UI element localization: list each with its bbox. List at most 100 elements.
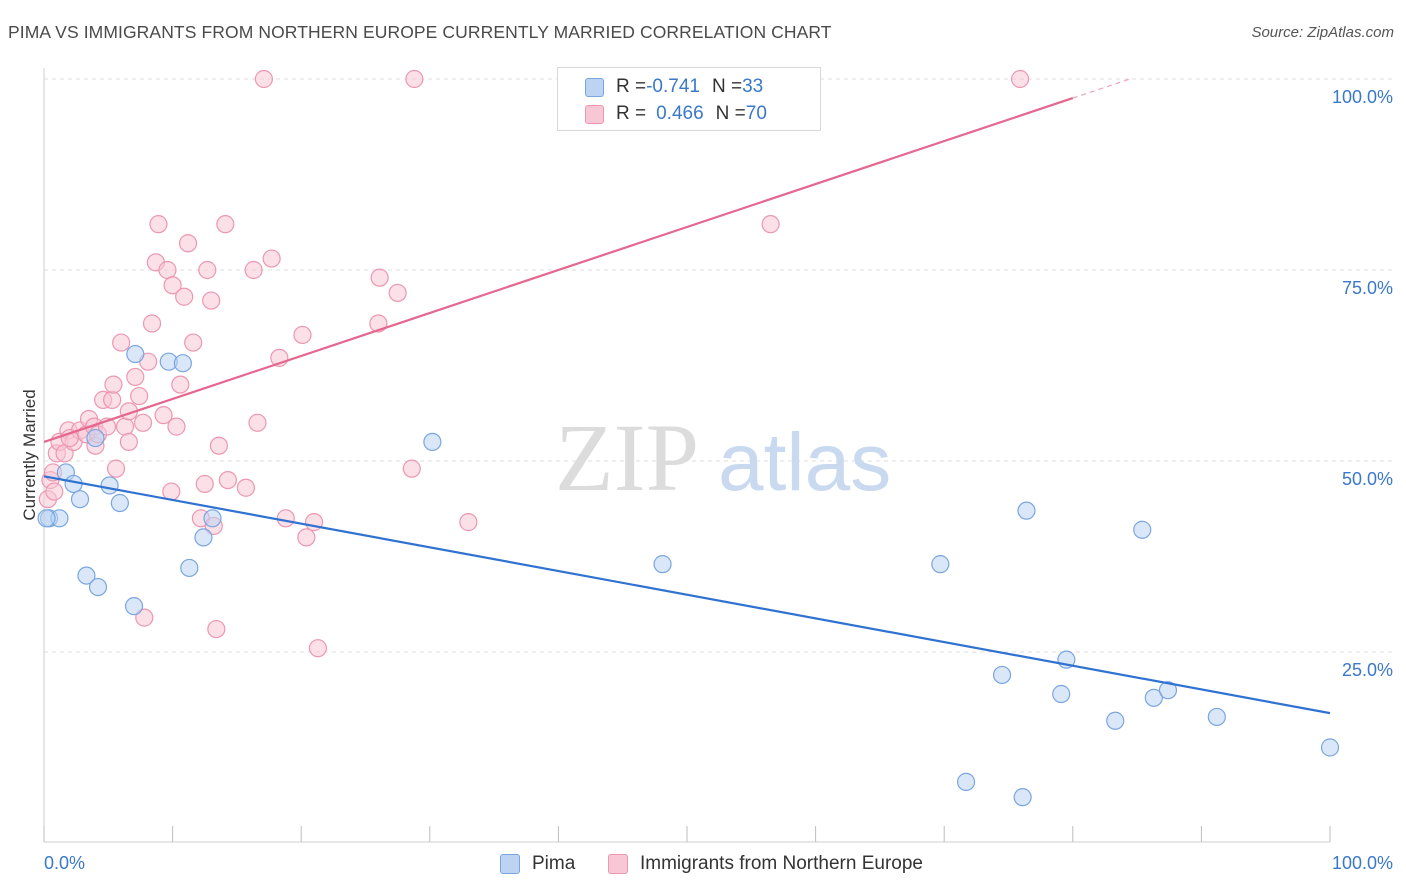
y-tick-label: 100.0% — [1332, 87, 1393, 107]
gridlines — [44, 78, 1392, 653]
legend-r-value: 0.466 — [656, 103, 704, 124]
immigrants-point — [293, 325, 312, 345]
immigrants-point — [130, 386, 149, 406]
immigrants-point — [149, 215, 168, 234]
axes — [43, 68, 1331, 843]
immigrants-point — [297, 528, 316, 547]
immigrants-point — [244, 260, 263, 280]
immigrants-point — [104, 375, 123, 394]
legend-n-value: 70 — [745, 103, 767, 124]
pima-swatch — [585, 77, 604, 97]
pima-point — [88, 577, 108, 597]
immigrants-point — [388, 283, 407, 303]
immigrants-point — [126, 367, 145, 387]
immigrants-point — [198, 260, 217, 280]
immigrants-point — [262, 249, 281, 268]
y-tick-label: 25.0% — [1342, 660, 1393, 680]
bottom-legend-immigrants: Immigrants from Northern Europe — [608, 850, 923, 878]
immigrants-point — [171, 375, 190, 394]
trend-lines — [43, 78, 1331, 715]
pima-point — [124, 597, 144, 616]
pima-point — [1158, 681, 1178, 700]
pima-point — [423, 432, 442, 451]
immigrants-point — [154, 406, 173, 425]
tick-labels: 25.0% 50.0% 75.0% 100.0% 0.0% 100.0% — [44, 87, 1393, 873]
legend-r-label: R = — [616, 103, 647, 124]
pima-point — [1106, 711, 1125, 730]
immigrants-point — [195, 474, 214, 494]
immigrants-point — [133, 413, 153, 432]
bottom-legend-pima: Pima — [500, 850, 575, 878]
immigrants-point — [761, 215, 780, 234]
legend-n-value: 33 — [742, 76, 764, 97]
pima-point — [86, 428, 105, 448]
immigrants-point — [209, 436, 228, 455]
immigrants-swatch — [585, 104, 604, 124]
watermark-zip: ZIP — [555, 404, 699, 511]
pima-point — [1144, 688, 1163, 707]
pima-point — [110, 493, 129, 513]
immigrants-point — [178, 234, 198, 253]
immigrants-point — [106, 459, 126, 478]
pima-point — [100, 476, 119, 495]
immigrants-point — [103, 390, 122, 409]
legend-r-label: R = — [616, 76, 647, 97]
immigrants-trend-extension — [1072, 78, 1131, 99]
immigrants-point — [248, 413, 267, 432]
immigrants-point — [276, 509, 295, 528]
immigrants-point — [1010, 69, 1030, 89]
immigrants-point — [370, 268, 389, 287]
immigrants-point — [119, 432, 138, 451]
watermark: ZIP atlas — [555, 404, 891, 511]
pima-point — [126, 344, 145, 364]
pima-point — [194, 528, 213, 547]
x-tick-label: 100.0% — [1332, 853, 1393, 873]
pima-point — [1013, 788, 1032, 807]
pima-trend-line — [43, 475, 1331, 715]
immigrants-point — [162, 482, 181, 501]
pima-point — [180, 558, 199, 578]
immigrants-point — [163, 276, 182, 295]
immigrants-point — [175, 287, 194, 306]
bottom-legend-immigrants-label: Immigrants from Northern Europe — [640, 853, 923, 874]
immigrants-point — [207, 619, 226, 639]
pima-point — [931, 555, 950, 574]
correlation-legend: R = -0.741 N = 33 R = 0.466 N = 70 — [557, 67, 821, 131]
pima-point — [1017, 501, 1036, 520]
pima-swatch — [500, 854, 520, 874]
immigrants-point — [135, 608, 154, 627]
immigrants-point — [459, 513, 478, 532]
immigrants-swatch — [608, 854, 628, 874]
legend-row-pima: R = -0.741 N = 33 — [558, 73, 763, 101]
immigrants-point — [254, 69, 274, 89]
y-tick-label: 75.0% — [1342, 278, 1393, 298]
pima-point — [173, 354, 192, 373]
immigrants-point — [167, 417, 186, 436]
legend-row-immigrants: R = 0.466 N = 70 — [558, 100, 767, 128]
watermark-atlas: atlas — [718, 417, 891, 508]
immigrants-trend-line — [43, 97, 1074, 443]
immigrants-point — [184, 333, 203, 352]
pima-point — [77, 566, 96, 585]
immigrants-point — [308, 639, 328, 658]
immigrants-point — [236, 478, 256, 497]
source-credit: Source: ZipAtlas.com — [1251, 24, 1394, 41]
immigrants-point — [202, 291, 221, 310]
pima-point — [70, 490, 90, 509]
pima-point — [1320, 738, 1340, 757]
bottom-legend-pima-label: Pima — [532, 853, 576, 874]
pima-point — [1207, 707, 1226, 727]
legend-n-label: N = — [715, 103, 746, 124]
immigrants-point — [158, 260, 177, 280]
immigrants-point — [218, 471, 237, 490]
immigrants-point — [216, 215, 235, 234]
x-tick-label: 0.0% — [44, 853, 85, 873]
pima-point — [1133, 520, 1152, 539]
y-tick-label: 50.0% — [1342, 469, 1393, 489]
pima-point — [1052, 684, 1071, 704]
immigrants-point — [402, 459, 421, 478]
data-points — [37, 69, 1340, 807]
pima-point — [203, 509, 222, 528]
legend-n-label: N = — [711, 76, 743, 97]
